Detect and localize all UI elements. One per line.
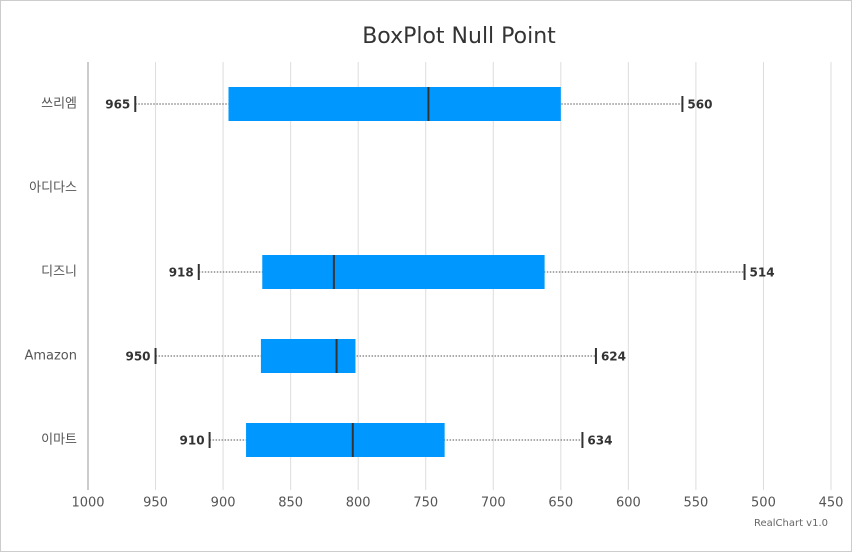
x-tick-label: 850 [278, 496, 303, 511]
x-tick-label: 550 [683, 496, 708, 511]
y-tick-label: 아디다스 [29, 181, 77, 196]
x-tick-label: 900 [211, 496, 236, 511]
x-tick-label: 500 [751, 496, 776, 511]
value-label: 965 [105, 98, 130, 112]
box [246, 423, 445, 457]
y-tick-label: 쓰리엠 [41, 97, 77, 112]
value-label: 918 [169, 266, 194, 280]
x-tick-label: 950 [143, 496, 168, 511]
credit: RealChart v1.0 [754, 518, 828, 529]
box [262, 255, 545, 289]
y-tick-label: Amazon [24, 349, 77, 364]
value-label: 624 [601, 350, 626, 364]
value-label: 514 [750, 266, 775, 280]
x-tick-label: 1000 [71, 496, 104, 511]
x-tick-label: 650 [548, 496, 573, 511]
y-tick-label: 디즈니 [41, 265, 77, 280]
value-label: 560 [687, 98, 712, 112]
value-label: 910 [180, 434, 205, 448]
x-tick-label: 450 [819, 496, 844, 511]
x-tick-label: 600 [616, 496, 641, 511]
box [228, 87, 561, 121]
x-tick-label: 800 [346, 496, 371, 511]
value-label: 950 [125, 350, 150, 364]
x-tick-label: 750 [413, 496, 438, 511]
x-tick-label: 700 [481, 496, 506, 511]
y-tick-label: 이마트 [41, 433, 77, 448]
chart-title: BoxPlot Null Point [362, 24, 556, 49]
value-label: 634 [587, 434, 612, 448]
box [260, 339, 356, 373]
